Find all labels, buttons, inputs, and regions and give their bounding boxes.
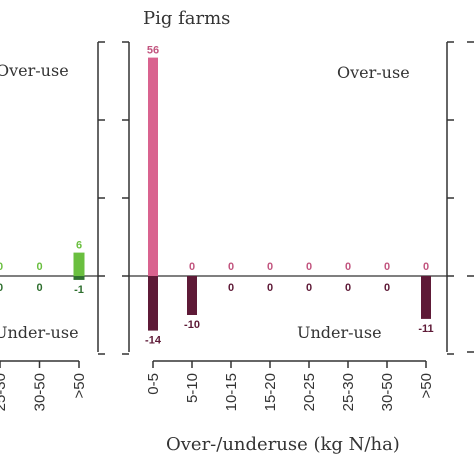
data-label-negative: -10 — [184, 319, 200, 331]
data-label-negative: -14 — [145, 335, 162, 347]
bar-negative — [73, 276, 85, 280]
data-label-negative: 0 — [36, 282, 42, 294]
pig-over-use-label: Over-use — [337, 63, 410, 82]
data-label-positive: 0 — [228, 261, 234, 273]
left-tick-labels: 25-30 30-50 >50 — [0, 373, 88, 411]
data-label-positive: 0 — [384, 261, 390, 273]
bar-positive — [73, 252, 85, 276]
data-label-negative: -1 — [74, 284, 84, 296]
pig-under-use-label: Under-use — [297, 323, 382, 342]
data-label-positive: 0 — [306, 261, 312, 273]
x-tick-label: 20-25 — [301, 373, 318, 411]
bar-negative — [148, 276, 158, 331]
x-axis-label: Over-/underuse (kg N/ha) — [166, 434, 400, 455]
data-label-negative: 0 — [0, 282, 3, 294]
pig-tick-labels: 0-5 5-10 10-15 15-20 20-25 25-30 30-50 >50 — [145, 373, 435, 411]
x-tick-label: >50 — [418, 373, 435, 398]
x-tick-label: 30-50 — [379, 373, 396, 411]
right-panel-edge — [467, 41, 474, 353]
bar-negative — [187, 276, 197, 315]
data-label-positive: 0 — [423, 261, 429, 273]
left-bars: 0 0 0 0 6 -1 — [0, 41, 105, 368]
data-label-negative: 0 — [384, 282, 390, 294]
data-label-positive: 0 — [36, 261, 42, 273]
pig-farms-panel: Pig farms Over-use Under-use 56 -14 0 -10 0 0… — [122, 8, 454, 455]
data-label-positive: 6 — [76, 240, 82, 252]
left-panel: Over-use Under-use 0 0 0 0 6 -1 25-30 30-50 >50 — [0, 41, 105, 411]
left-over-use-label: Over-use — [0, 61, 69, 80]
pig-bars: 56 -14 0 -10 0 0 0 0 0 0 0 0 0 0 0 -11 — [122, 41, 454, 368]
data-label-positive: 0 — [267, 261, 273, 273]
x-tick-label: 0-5 — [145, 373, 162, 395]
data-label-positive: 0 — [189, 261, 195, 273]
x-tick-label: >50 — [71, 373, 88, 398]
data-label-negative: 0 — [306, 282, 312, 294]
data-label-positive: 56 — [147, 45, 159, 57]
x-tick-label: 30-50 — [32, 373, 49, 411]
x-tick-label: 25-30 — [0, 373, 9, 411]
x-tick-label: 5-10 — [184, 373, 201, 403]
data-label-negative: 0 — [345, 282, 351, 294]
data-label-negative: 0 — [267, 282, 273, 294]
pig-farms-title: Pig farms — [143, 8, 230, 29]
left-under-use-label: Under-use — [0, 323, 79, 342]
bar-negative — [421, 276, 431, 319]
x-tick-label: 15-20 — [262, 373, 279, 411]
data-label-positive: 0 — [345, 261, 351, 273]
bar-positive — [148, 57, 158, 276]
data-label-negative: 0 — [228, 282, 234, 294]
data-label-positive: 0 — [0, 261, 3, 273]
x-tick-label: 10-15 — [223, 373, 240, 411]
x-tick-label: 25-30 — [340, 373, 357, 411]
data-label-negative: -11 — [418, 323, 433, 335]
